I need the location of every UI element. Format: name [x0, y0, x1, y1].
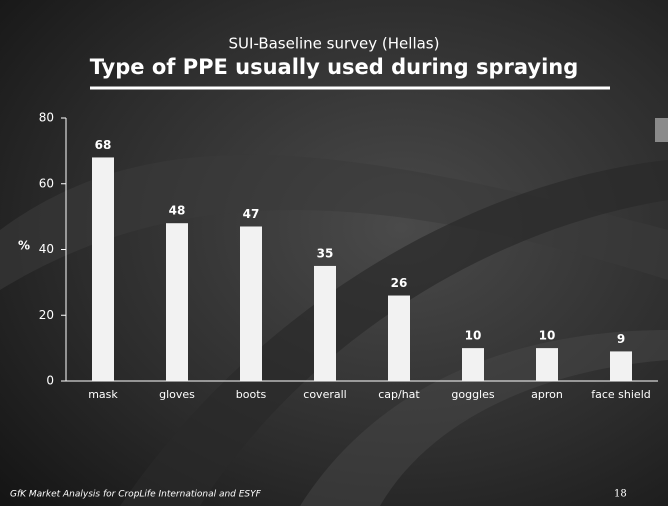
chart-title: Type of PPE usually used during spraying: [90, 55, 579, 79]
data-label: 47: [243, 207, 260, 221]
bar: [388, 295, 410, 381]
y-tick-label: 0: [46, 374, 54, 388]
x-tick-label: face shield: [591, 388, 651, 401]
edge-tab: [655, 118, 668, 142]
x-tick-label: mask: [88, 388, 118, 401]
x-tick-label: cap/hat: [378, 388, 420, 401]
y-tick-label: 20: [39, 308, 54, 322]
bar: [462, 348, 484, 381]
data-label: 48: [169, 204, 186, 218]
y-tick-label: 60: [39, 176, 54, 190]
bar: [166, 223, 188, 381]
data-label: 68: [95, 138, 112, 152]
swirl: [120, 160, 668, 506]
bar: [314, 265, 336, 381]
x-tick-label: coverall: [303, 388, 346, 401]
swirl: [300, 330, 668, 506]
bar: [240, 226, 262, 381]
page-number: 18: [614, 489, 627, 500]
subtitle: SUI-Baseline survey (Hellas): [229, 35, 440, 53]
y-axis-label: %: [18, 239, 30, 253]
swirl: [0, 154, 668, 290]
data-label: 9: [617, 332, 625, 346]
bar: [610, 351, 632, 381]
data-label: 26: [391, 276, 408, 290]
data-label: 10: [539, 329, 556, 343]
data-label: 35: [317, 246, 334, 260]
x-tick-label: gloves: [159, 388, 195, 401]
footnote: GfK Market Analysis for CropLife Interna…: [10, 490, 262, 500]
bar: [536, 348, 558, 381]
x-tick-label: goggles: [451, 388, 495, 401]
x-tick-label: apron: [531, 388, 563, 401]
bar: [92, 157, 114, 381]
data-label: 10: [465, 329, 482, 343]
x-tick-label: boots: [236, 388, 267, 401]
y-tick-label: 40: [39, 242, 54, 256]
y-tick-label: 80: [39, 111, 54, 125]
